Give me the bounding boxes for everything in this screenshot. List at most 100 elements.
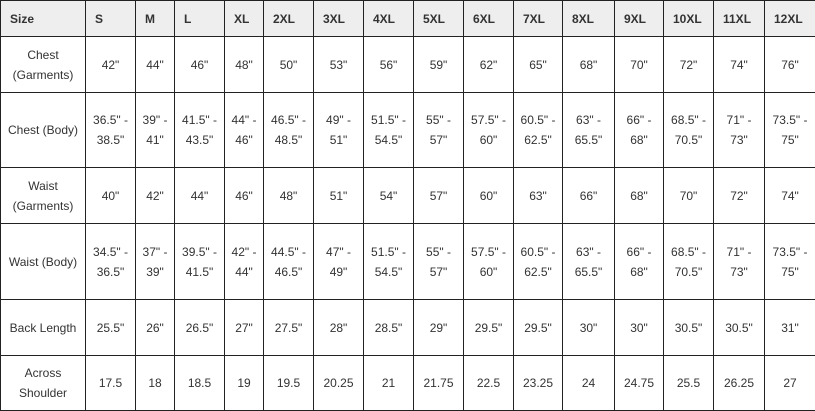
size-column-header: 11XL <box>713 0 765 37</box>
table-cell: 73.5" - 75" <box>764 223 815 300</box>
table-cell: 51" <box>313 167 364 224</box>
table-cell: 70" <box>663 167 714 224</box>
table-cell: 51.5" - 54.5" <box>363 223 414 300</box>
table-cell: 51.5" - 54.5" <box>363 92 414 168</box>
table-cell: 68" <box>614 167 664 224</box>
table-cell: 42" <box>85 36 136 93</box>
table-cell: 66" - 68" <box>614 223 664 300</box>
table-cell: 30.5" <box>713 299 765 356</box>
row-label: Across Shoulder <box>0 355 86 411</box>
table-cell: 72" <box>663 36 714 93</box>
table-cell: 28.5" <box>363 299 414 356</box>
table-cell: 62" <box>463 36 514 93</box>
size-column-header: M <box>135 0 175 37</box>
table-cell: 29" <box>413 299 464 356</box>
table-cell: 57.5" - 60" <box>463 92 514 168</box>
table-row: Waist (Body) 34.5" - 36.5" 37" - 39" 39.5" … <box>0 223 815 300</box>
table-cell: 66" <box>562 167 615 224</box>
table-cell: 42" - 44" <box>224 223 264 300</box>
size-column-header: 4XL <box>363 0 414 37</box>
table-cell: 27 <box>764 355 815 411</box>
table-cell: 74" <box>764 167 815 224</box>
table-cell: 71" - 73" <box>713 92 765 168</box>
size-column-header: 12XL <box>764 0 815 37</box>
table-cell: 27" <box>224 299 264 356</box>
table-cell: 63" <box>513 167 563 224</box>
table-cell: 60.5" - 62.5" <box>513 223 563 300</box>
table-cell: 42" <box>135 167 175 224</box>
table-cell: 27.5" <box>263 299 314 356</box>
table-cell: 25.5" <box>85 299 136 356</box>
table-cell: 44" <box>135 36 175 93</box>
table-cell: 31" <box>764 299 815 356</box>
table-cell: 26.25 <box>713 355 765 411</box>
table-cell: 59" <box>413 36 464 93</box>
table-cell: 29.5" <box>513 299 563 356</box>
table-cell: 48" <box>263 167 314 224</box>
table-cell: 36.5" - 38.5" <box>85 92 136 168</box>
table-cell: 63" - 65.5" <box>562 223 615 300</box>
size-column-header: 5XL <box>413 0 464 37</box>
size-column-header: 3XL <box>313 0 364 37</box>
size-column-header: 2XL <box>263 0 314 37</box>
table-cell: 50" <box>263 36 314 93</box>
table-cell: 21 <box>363 355 414 411</box>
table-row: Across Shoulder 17.5 18 18.5 19 19.5 20.25 21 21… <box>0 355 815 411</box>
table-cell: 24 <box>562 355 615 411</box>
size-column-header: 6XL <box>463 0 514 37</box>
table-cell: 25.5 <box>663 355 714 411</box>
row-label: Waist (Garments) <box>0 167 86 224</box>
table-cell: 60.5" - 62.5" <box>513 92 563 168</box>
table-cell: 30" <box>562 299 615 356</box>
row-label: Chest (Garments) <box>0 36 86 93</box>
size-column-header: L <box>174 0 225 37</box>
table-cell: 60" <box>463 167 514 224</box>
table-cell: 18.5 <box>174 355 225 411</box>
table-cell: 56" <box>363 36 414 93</box>
size-column-header: 7XL <box>513 0 563 37</box>
table-cell: 68.5" - 70.5" <box>663 223 714 300</box>
table-cell: 22.5 <box>463 355 514 411</box>
table-cell: 57" <box>413 167 464 224</box>
table-cell: 63" - 65.5" <box>562 92 615 168</box>
table-cell: 72" <box>713 167 765 224</box>
table-cell: 41.5" - 43.5" <box>174 92 225 168</box>
table-cell: 17.5 <box>85 355 136 411</box>
table-cell: 74" <box>713 36 765 93</box>
header-row: Size S M L XL 2XL 3XL 4XL 5XL 6XL 7XL 8XL 9XL 10XL 11X… <box>0 0 815 37</box>
table-cell: 44" - 46" <box>224 92 264 168</box>
table-cell: 48" <box>224 36 264 93</box>
size-column-header: S <box>85 0 136 37</box>
table-cell: 18 <box>135 355 175 411</box>
table-cell: 19.5 <box>263 355 314 411</box>
table-cell: 40" <box>85 167 136 224</box>
table-cell: 57.5" - 60" <box>463 223 514 300</box>
table-cell: 29.5" <box>463 299 514 356</box>
size-column-header: 10XL <box>663 0 714 37</box>
table-cell: 44" <box>174 167 225 224</box>
table-cell: 19 <box>224 355 264 411</box>
table-cell: 68" <box>562 36 615 93</box>
table-cell: 21.75 <box>413 355 464 411</box>
table-cell: 46.5" - 48.5" <box>263 92 314 168</box>
table-row: Waist (Garments) 40" 42" 44" 46" 48" 51" 54" 57"… <box>0 167 815 224</box>
table-cell: 26.5" <box>174 299 225 356</box>
size-column-header: 9XL <box>614 0 664 37</box>
table-cell: 68.5" - 70.5" <box>663 92 714 168</box>
table-cell: 54" <box>363 167 414 224</box>
table-cell: 26" <box>135 299 175 356</box>
table-cell: 30.5" <box>663 299 714 356</box>
table-cell: 55" - 57" <box>413 223 464 300</box>
table-cell: 44.5" - 46.5" <box>263 223 314 300</box>
size-column-header: 8XL <box>562 0 615 37</box>
table-cell: 65" <box>513 36 563 93</box>
table-cell: 66" - 68" <box>614 92 664 168</box>
table-row: Chest (Garments) 42" 44" 46" 48" 50" 53" 56" 59"… <box>0 36 815 93</box>
table-cell: 71" - 73" <box>713 223 765 300</box>
table-row: Back Length 25.5" 26" 26.5" 27" 27.5" 28" 28.5"… <box>0 299 815 356</box>
row-label: Chest (Body) <box>0 92 86 168</box>
table-cell: 49" - 51" <box>313 92 364 168</box>
size-header: Size <box>0 0 86 37</box>
table-cell: 47" - 49" <box>313 223 364 300</box>
